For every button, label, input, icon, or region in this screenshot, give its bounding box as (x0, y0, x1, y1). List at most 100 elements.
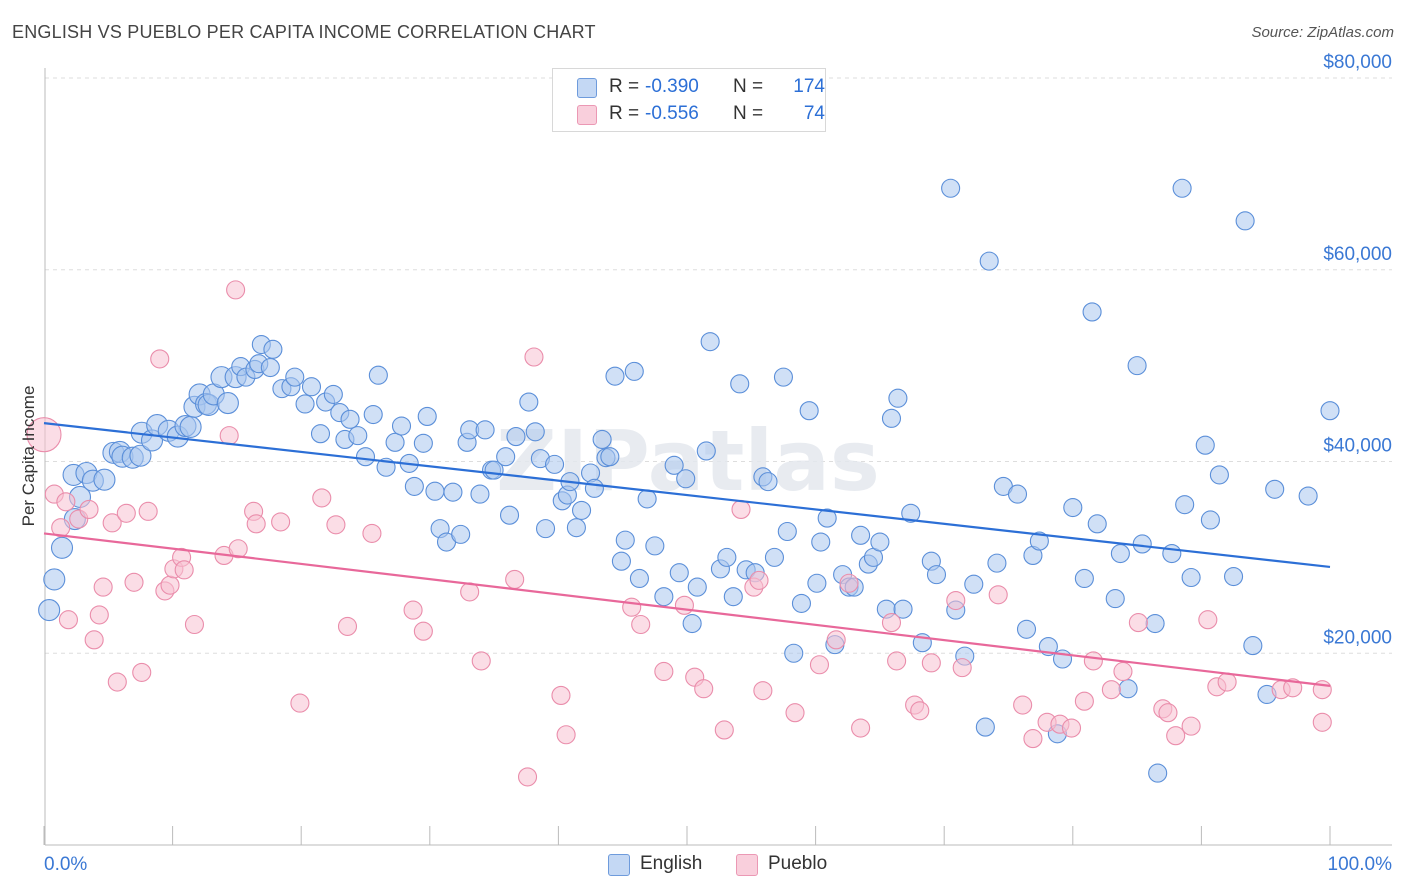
y-tick-label: $40,000 (1323, 436, 1392, 457)
pueblo-point (1023, 729, 1043, 749)
english-point (1175, 495, 1195, 515)
english-swatch (577, 78, 597, 98)
english-point (443, 482, 463, 502)
pueblo-point (622, 597, 642, 617)
english-point (600, 447, 620, 467)
n-value: 74 (803, 103, 825, 124)
pueblo-point (551, 685, 571, 705)
pueblo-trend-line (43, 532, 1331, 687)
english-point (717, 547, 737, 567)
pueblo-point (226, 280, 246, 300)
english-point (1181, 567, 1201, 588)
english-point (566, 518, 586, 538)
axes (43, 68, 1392, 846)
pueblo-point (337, 616, 358, 636)
english-point (571, 500, 592, 520)
english-point (1087, 514, 1107, 534)
pueblo-point (826, 630, 846, 650)
pueblo-point (851, 718, 871, 738)
english-point (811, 532, 831, 552)
pueblo-point (694, 679, 714, 699)
english-point (525, 422, 545, 442)
n-label: N = (733, 76, 764, 97)
english-point (664, 455, 684, 475)
english-point (1172, 178, 1192, 198)
english-point (499, 505, 520, 525)
y-tick-label: $20,000 (1323, 627, 1392, 648)
pueblo-point (56, 492, 76, 512)
english-point (1007, 484, 1028, 504)
english-point (355, 447, 376, 467)
english-point (624, 361, 644, 381)
pueblo-point (809, 655, 830, 675)
pueblo-point (674, 595, 694, 615)
english-point (1224, 566, 1244, 587)
english-point (451, 524, 471, 544)
pueblo-point (471, 651, 491, 671)
english-point (777, 521, 797, 542)
english-point (50, 536, 74, 559)
english-point (1132, 534, 1152, 554)
pueblo-point (749, 570, 769, 590)
english-point (605, 366, 625, 386)
english-point (519, 392, 539, 412)
english-point (425, 481, 445, 501)
english-point (941, 178, 961, 198)
english-point (310, 424, 331, 444)
english-point (888, 388, 908, 408)
tick-labels: $20,000 $40,000 $60,000 $80,000 0.0% 100.0% (44, 52, 1392, 875)
pueblo-point (517, 767, 538, 787)
english-point (893, 599, 913, 619)
pueblo-points (26, 280, 1332, 787)
pueblo-point (1128, 613, 1148, 633)
english-point (987, 553, 1007, 573)
chart-source: Source: ZipAtlas.com (1251, 24, 1394, 41)
pueblo-point (731, 499, 751, 519)
pueblo-point (1283, 678, 1303, 698)
r-label: R = (609, 76, 640, 97)
english-trend-line (43, 422, 1331, 569)
english-point (676, 469, 696, 489)
english-point (730, 374, 750, 394)
english-point (470, 484, 490, 504)
pueblo-point (887, 651, 907, 671)
english-point (592, 429, 612, 449)
english-point (1195, 435, 1215, 455)
english-point (758, 472, 778, 492)
pueblo-point (107, 672, 127, 692)
english-point (1298, 486, 1318, 506)
pueblo-point (524, 347, 544, 367)
pueblo-point (654, 661, 674, 682)
english-point (263, 339, 283, 359)
english-point (1200, 510, 1220, 530)
pueblo-point (556, 725, 576, 745)
english-point (496, 447, 516, 467)
english-point (851, 525, 871, 545)
pueblo-point (219, 426, 239, 446)
english-point (611, 551, 631, 571)
legend-label-english: English (640, 853, 703, 874)
pueblo-point (1113, 661, 1133, 682)
pueblo-point (246, 514, 266, 534)
pueblo-point (839, 573, 859, 593)
pueblo-point (312, 488, 332, 508)
pueblo-point (89, 605, 109, 625)
r-value: -0.556 (645, 103, 699, 124)
english-point (764, 547, 784, 567)
english-point (723, 587, 743, 607)
pueblo-point (1217, 672, 1237, 692)
english-point (1063, 497, 1083, 518)
pueblo-point (1013, 695, 1033, 715)
english-point (696, 441, 716, 461)
english-point (544, 454, 565, 474)
english-point (391, 416, 412, 436)
y-axis-label: Per Capita Income (19, 386, 38, 527)
english-point (669, 563, 689, 583)
pueblo-point (1312, 712, 1332, 732)
english-point (979, 251, 999, 271)
pueblo-point (1166, 726, 1186, 746)
english-point (535, 519, 556, 539)
pueblo-point (102, 513, 122, 533)
english-point (295, 394, 315, 414)
trend-lines (43, 422, 1331, 687)
